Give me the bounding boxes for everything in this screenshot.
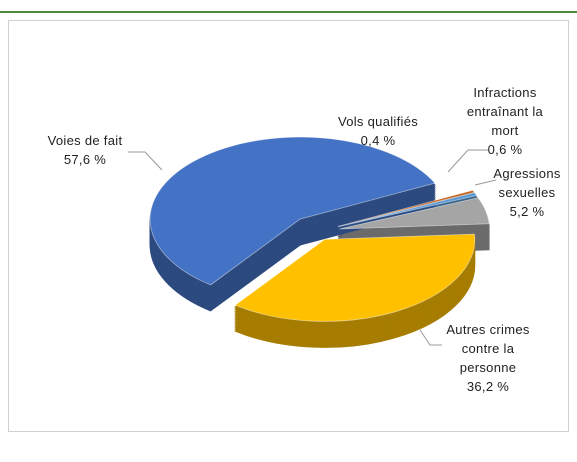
- data-label: Autres crimes contre la personne 36,2 %: [443, 320, 533, 396]
- slice: [234, 233, 476, 322]
- data-label: Agressions sexuelles 5,2 %: [487, 164, 567, 221]
- label-value: 5,2 %: [509, 204, 545, 219]
- leader-lines: [128, 149, 497, 346]
- leader-line: [419, 329, 442, 346]
- data-label: Infractions entraînant la mort 0,6 %: [460, 83, 550, 159]
- leader-line: [474, 179, 497, 186]
- data-label: Vols qualifiés 0,4 %: [328, 112, 428, 150]
- slice: [339, 197, 490, 230]
- slice: [149, 136, 436, 286]
- slice: [338, 192, 478, 228]
- pie-tops: [149, 136, 490, 322]
- label-name: Agressions sexuelles: [493, 166, 561, 200]
- label-name: Vols qualifiés: [337, 114, 419, 129]
- slice: [337, 189, 476, 227]
- label-value: 57,6 %: [63, 152, 107, 167]
- label-name: Infractions entraînant la mort: [466, 85, 544, 138]
- leader-line: [447, 149, 488, 173]
- data-label: Voies de fait 57,6 %: [30, 131, 140, 169]
- label-name: Autres crimes contre la personne: [446, 322, 530, 375]
- label-value: 0,6 %: [487, 142, 523, 157]
- leader-line: [128, 151, 163, 171]
- label-name: Voies de fait: [47, 133, 123, 148]
- label-value: 36,2 %: [466, 379, 510, 394]
- label-value: 0,4 %: [360, 133, 396, 148]
